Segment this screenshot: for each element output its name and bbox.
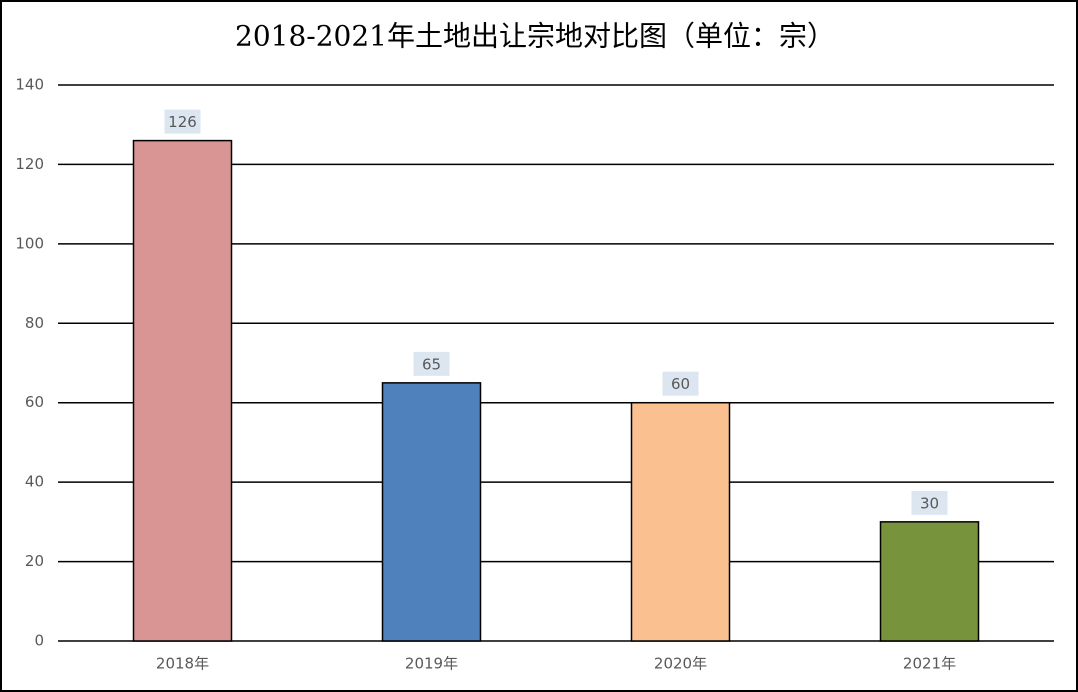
- y-tick-label: 0: [34, 632, 44, 650]
- bar: [879, 521, 980, 642]
- data-label-background: [911, 490, 948, 515]
- y-tick-label: 60: [25, 393, 44, 411]
- x-tick-label: 2019年: [405, 655, 458, 673]
- bar: [381, 382, 482, 642]
- y-tick-label: 100: [15, 234, 44, 252]
- x-tick-label: 2020年: [654, 655, 707, 673]
- y-tick-label: 140: [15, 76, 44, 94]
- data-label-background: [662, 371, 699, 396]
- data-label: 60: [671, 375, 690, 393]
- data-label-background: [164, 109, 201, 134]
- data-label: 30: [920, 494, 939, 512]
- y-tick-label: 80: [25, 314, 44, 332]
- y-tick-label: 40: [25, 473, 44, 491]
- bar: [630, 401, 731, 642]
- y-tick-label: 20: [25, 552, 44, 570]
- bar: [132, 139, 233, 642]
- data-label: 126: [168, 113, 197, 131]
- chart-title: 2018-2021年土地出让宗地对比图（单位：宗）: [235, 20, 835, 53]
- data-label-background: [413, 351, 450, 376]
- x-tick-label: 2021年: [903, 655, 956, 673]
- data-label: 65: [422, 355, 441, 373]
- y-tick-label: 120: [15, 155, 44, 173]
- x-tick-label: 2018年: [156, 655, 209, 673]
